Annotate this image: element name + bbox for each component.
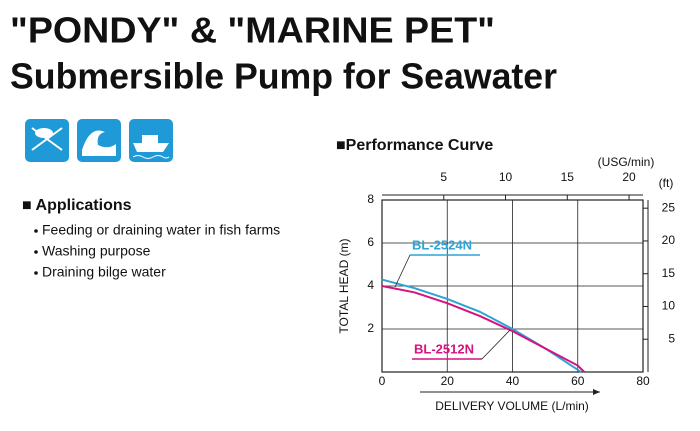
title-line: "PONDY" & "MARINE PET" — [10, 10, 495, 51]
icons — [25, 119, 173, 162]
x-tick-label: 40 — [506, 374, 520, 388]
x2-tick-label: 10 — [499, 170, 513, 184]
y2-tick-label: 10 — [662, 299, 676, 313]
y2-tick-label: 5 — [668, 331, 675, 345]
y-tick-label: 4 — [367, 278, 374, 292]
icon-detail — [132, 155, 170, 159]
y2-tick-label: 20 — [662, 233, 676, 247]
x2-tick-label: 20 — [622, 170, 636, 184]
chart-title: ■Performance Curve — [336, 137, 493, 154]
application-item: Draining bilge water — [42, 264, 166, 280]
applications-list: Feeding or draining water in fish farms W… — [34, 222, 280, 280]
curve — [381, 278, 582, 373]
y-tick-label: 8 — [367, 192, 374, 206]
axis-label: TOTAL HEAD (m) — [337, 238, 351, 333]
label-leader — [394, 254, 411, 288]
title-line: Submersible Pump for Seawater — [10, 56, 557, 97]
icon-detail — [133, 135, 169, 152]
axis-label: (ft) — [659, 176, 674, 190]
axis-label: (USG/min) — [598, 155, 655, 169]
label-leader — [481, 329, 511, 360]
y-tick-label: 6 — [367, 235, 374, 249]
bullet — [34, 250, 38, 254]
icon-fish-farm — [25, 119, 69, 162]
x-tick-label: 80 — [636, 374, 650, 388]
x-tick-label: 0 — [379, 374, 386, 388]
y-tick-label: 2 — [367, 321, 374, 335]
application-item: Washing purpose — [42, 243, 151, 259]
y2-tick-label: 15 — [662, 266, 676, 280]
axis-arrow — [593, 389, 600, 395]
series-label: BL-2512N — [414, 341, 474, 356]
application-item: Feeding or draining water in fish farms — [42, 222, 280, 238]
bullet — [34, 271, 38, 275]
x-tick-label: 60 — [571, 374, 585, 388]
section-heading: ■ Applications — [22, 197, 132, 214]
x2-tick-label: 5 — [440, 170, 447, 184]
x-tick-label: 20 — [441, 374, 455, 388]
icon-detail — [82, 130, 116, 156]
y2-tick-label: 25 — [662, 200, 676, 214]
series-label: BL-2524N — [412, 237, 472, 252]
bullet — [34, 229, 38, 233]
axis-label: DELIVERY VOLUME (L/min) — [435, 399, 589, 413]
curve — [381, 285, 585, 373]
x2-tick-label: 15 — [561, 170, 575, 184]
chart: 0 20 40 60 80 2 4 6 8 5 10 15 20 5 10 15 20 25 DELIVERY VO… — [337, 155, 675, 413]
icon-detail — [35, 128, 53, 138]
